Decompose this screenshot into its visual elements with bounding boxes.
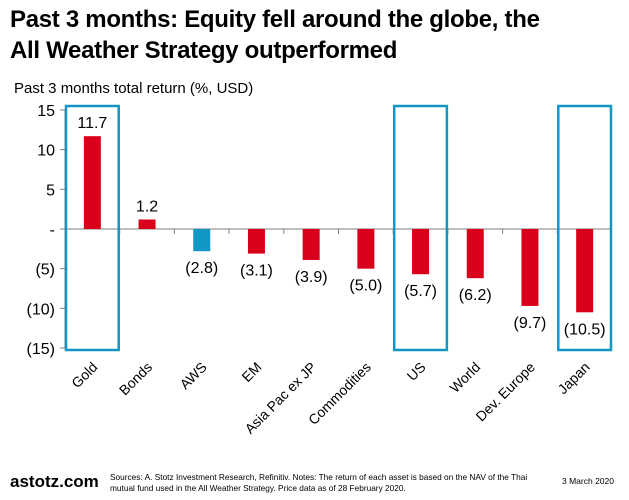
y-tick-label: (10)	[27, 301, 55, 318]
y-tick-label: 15	[37, 103, 55, 120]
data-label: (3.9)	[295, 269, 328, 286]
title-line-2: All Weather Strategy outperformed	[10, 37, 398, 64]
highlight-box	[64, 104, 120, 352]
data-label: (5.7)	[404, 283, 437, 300]
y-tick-label: (5)	[35, 262, 55, 279]
x-tick-label: AWS	[176, 359, 209, 392]
x-tick-label: Japan	[554, 359, 592, 397]
highlight-box	[392, 104, 449, 352]
bar-bonds	[138, 219, 156, 229]
y-tick-label: (15)	[27, 341, 55, 358]
chart-title: Past 3 months: Equity fell around the gl…	[10, 4, 540, 66]
brand-logo: astotz.com	[10, 472, 99, 491]
bar-em	[247, 229, 265, 254]
y-tick-label: -	[50, 222, 55, 239]
footer-sources: Sources: A. Stotz Investment Research, R…	[110, 472, 528, 493]
x-tick-label: Bonds	[116, 359, 155, 398]
y-tick-label: 5	[46, 182, 55, 199]
data-label: 11.7	[77, 115, 107, 132]
bar-us	[412, 229, 430, 275]
bar-chart: 15 10 5 - (5) (10) (15) 11.7 Gold 1.2 Bonds (2.8) AW…	[27, 103, 613, 437]
data-label: (3.1)	[240, 263, 273, 280]
bar-dev-europe	[521, 229, 539, 306]
bar-commodities	[357, 229, 375, 269]
x-tick-label: US	[404, 359, 429, 384]
title-line-1: Past 3 months: Equity fell around the gl…	[10, 6, 540, 33]
x-tick-label: EM	[238, 359, 264, 385]
data-label: (6.2)	[459, 287, 492, 304]
bar-gold	[83, 136, 101, 229]
data-label: (9.7)	[513, 315, 546, 332]
data-label: (2.8)	[185, 260, 218, 277]
highlight-box	[557, 104, 613, 352]
data-label: 1.2	[136, 198, 158, 215]
footer-date: 3 March 2020	[562, 476, 614, 486]
x-tick-label: Gold	[68, 359, 100, 391]
y-axis-label: Past 3 months total return (%, USD)	[14, 80, 254, 97]
data-label: (5.0)	[349, 278, 382, 295]
x-tick-label: World	[446, 359, 483, 396]
data-label: (10.5)	[564, 321, 606, 338]
x-tick-label: Dev. Europe	[472, 359, 538, 425]
y-tick-label: 10	[37, 143, 55, 160]
bar-japan	[576, 229, 594, 313]
bar-asia-pac-ex-jp	[302, 229, 320, 260]
bar-aws	[193, 229, 211, 252]
bar-world	[466, 229, 484, 279]
